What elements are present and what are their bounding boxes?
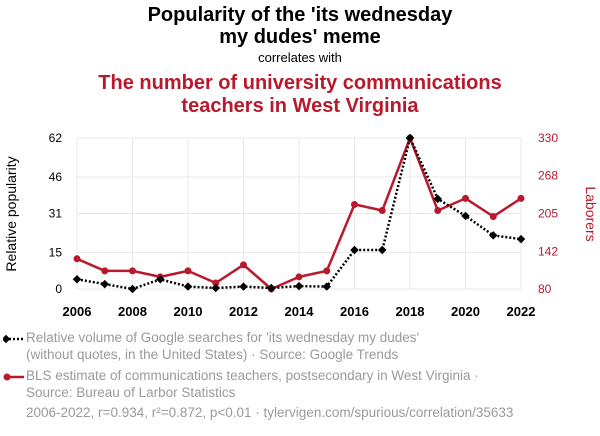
right-tick-label: 80 [538, 282, 552, 296]
legend-item2-line2: Source: Bureau of Larbor Statistics [26, 385, 236, 400]
right-tick-label: 330 [538, 131, 558, 145]
google-point [516, 234, 526, 244]
left-tick-label: 0 [55, 282, 62, 296]
bls-point [295, 273, 303, 281]
left-tick-label: 15 [49, 245, 63, 259]
bls-point [378, 206, 386, 214]
x-tick-label: 2006 [63, 304, 92, 319]
google-point [156, 275, 165, 284]
series-markers [72, 133, 526, 294]
right-axis-ticks: 80 142 205 268 330 [538, 131, 558, 296]
bls-point [517, 194, 525, 202]
footer-stats: 2006-2022, r=0.934, r²=0.872, p<0.01 · t… [26, 405, 514, 420]
left-tick-label: 31 [49, 207, 63, 221]
bls-point [434, 206, 442, 214]
google-point [72, 275, 82, 284]
right-tick-label: 205 [538, 207, 558, 221]
google-point [461, 211, 470, 221]
x-tick-label: 2012 [229, 304, 258, 319]
x-tick-label: 2008 [118, 304, 147, 319]
google-point [378, 245, 387, 255]
chart-title-line1: Popularity of the 'its wednesday [147, 4, 453, 26]
legend-item2-line1: BLS estimate of communications teachers,… [26, 368, 479, 383]
right-tick-label: 268 [538, 168, 558, 182]
bls-point [73, 255, 81, 263]
right-tick-label: 142 [538, 245, 558, 259]
left-tick-label: 46 [49, 170, 63, 184]
google-point [128, 284, 137, 294]
right-axis-label: Laborers [583, 186, 599, 241]
bls-point [240, 261, 247, 269]
chart-title-line2: my dudes' meme [219, 26, 381, 48]
chart-title2-line1: The number of university communications [98, 72, 502, 94]
chart-title2-line2: teachers in West Virginia [181, 95, 419, 117]
bls-point [129, 267, 136, 275]
line-chart: 0 15 31 46 62 80 142 205 268 330 2006 2008 2010 201… [3, 131, 599, 319]
bls-point [212, 279, 220, 287]
google-point [100, 279, 109, 289]
x-tick-label: 2018 [396, 304, 425, 319]
bls-point [323, 267, 331, 275]
google-point [405, 133, 415, 143]
bls-point [489, 213, 497, 221]
left-axis-label: Relative popularity [3, 156, 19, 271]
legend-item1-line1: Relative volume of Google searches for '… [26, 330, 420, 345]
google-point [183, 282, 193, 291]
google-point [239, 282, 248, 291]
x-tick-label: 2010 [174, 304, 203, 319]
google-point [322, 282, 331, 291]
google-point [211, 283, 220, 293]
gridlines [76, 137, 522, 290]
x-axis-ticks: 2006 2008 2010 2012 2014 2016 2018 2020 2022 [63, 304, 536, 319]
x-tick-label: 2014 [285, 304, 315, 319]
bls-point [101, 267, 109, 275]
bls-point [462, 194, 469, 202]
google-point [433, 194, 442, 204]
google-point [267, 283, 276, 293]
legend-swatch-google [3, 334, 24, 344]
x-tick-label: 2020 [451, 304, 480, 319]
left-tick-label: 62 [49, 131, 63, 145]
google-point [350, 245, 359, 255]
legend-item1-line2: (without quotes, in the United States) ·… [26, 347, 399, 362]
google-point [489, 231, 498, 240]
correlates-with-label: correlates with [258, 50, 342, 65]
bls-point [351, 200, 358, 208]
left-axis-ticks: 0 15 31 46 62 [49, 131, 63, 296]
google-point [294, 281, 304, 291]
bls-point [184, 267, 192, 275]
x-tick-label: 2022 [507, 304, 536, 319]
x-tick-label: 2016 [340, 304, 369, 319]
legend-swatch-bls [3, 373, 24, 381]
